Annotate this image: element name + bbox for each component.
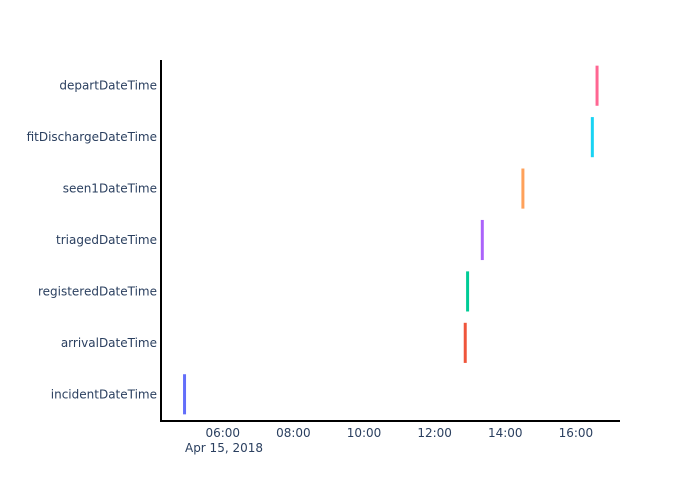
y-tick-label-incidentDateTime: incidentDateTime [51, 387, 157, 401]
x-tick-label-0800: 08:00 [276, 426, 311, 440]
y-tick-label-arrivalDateTime: arrivalDateTime [61, 336, 157, 350]
y-tick-label-seen1DateTime: seen1DateTime [63, 182, 157, 196]
y-tick-labels: incidentDateTime arrivalDateTime registere… [27, 79, 157, 402]
x-tick-label-0600: 06:00 [205, 426, 240, 440]
y-tick-label-fitDischargeDateTime: fitDischargeDateTime [27, 130, 157, 144]
y-tick-label-triagedDateTime: triagedDateTime [56, 233, 157, 247]
y-tick-label-registeredDateTime: registeredDateTime [38, 284, 157, 298]
x-tick-label-1000: 10:00 [347, 426, 382, 440]
x-tick-labels: 06:00 08:00 10:00 12:00 14:00 16:00 [205, 426, 593, 440]
y-tick-label-departDateTime: departDateTime [59, 79, 157, 93]
x-axis-date-label: Apr 15, 2018 [185, 441, 263, 455]
x-tick-label-1200: 12:00 [417, 426, 452, 440]
event-marks [183, 65, 599, 415]
x-tick-label-1600: 16:00 [559, 426, 594, 440]
x-tick-label-1400: 14:00 [488, 426, 523, 440]
